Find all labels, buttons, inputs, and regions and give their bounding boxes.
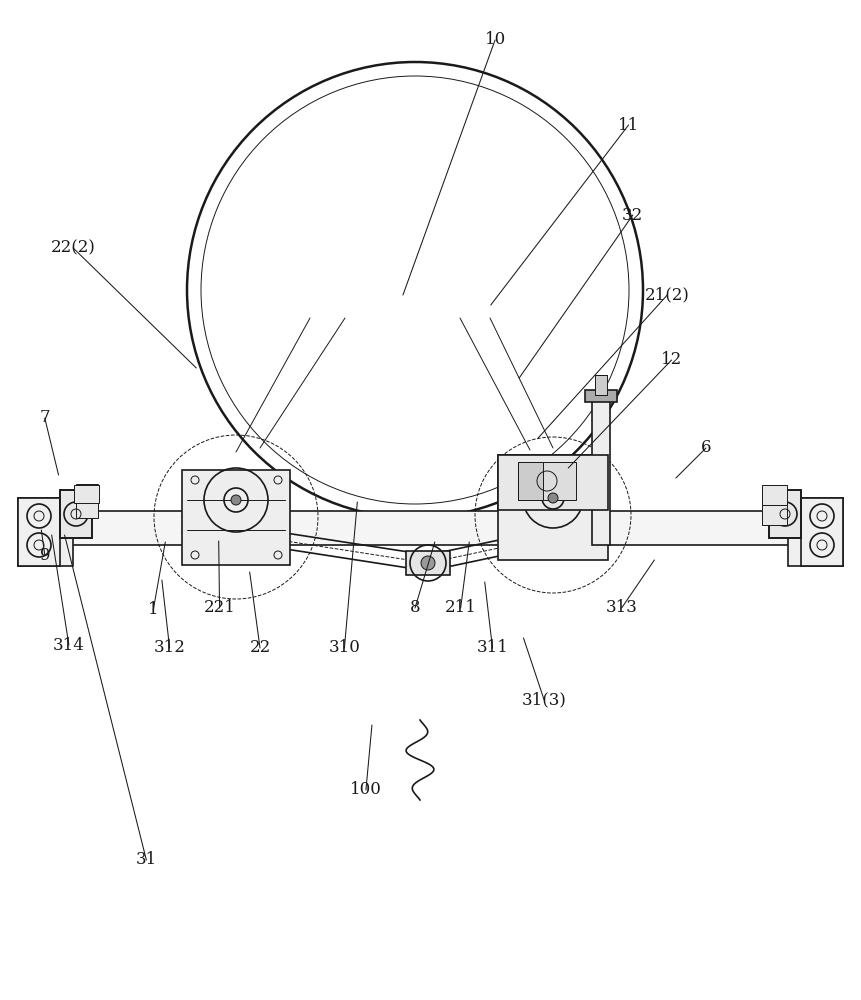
Bar bbox=[801, 498, 843, 566]
Bar bbox=[769, 490, 801, 538]
Text: 8: 8 bbox=[410, 599, 420, 616]
Bar bbox=[769, 490, 801, 538]
Text: 31(3): 31(3) bbox=[522, 692, 567, 708]
Text: 7: 7 bbox=[40, 410, 50, 426]
Text: 312: 312 bbox=[153, 640, 186, 656]
Text: 6: 6 bbox=[701, 440, 711, 456]
Text: 211: 211 bbox=[444, 599, 477, 616]
Bar bbox=[788, 498, 843, 566]
Text: 31: 31 bbox=[136, 852, 157, 868]
Bar bbox=[18, 498, 60, 566]
Bar bbox=[595, 375, 607, 395]
Text: 1: 1 bbox=[148, 601, 158, 618]
Bar bbox=[518, 462, 543, 500]
Bar bbox=[585, 390, 617, 402]
Bar bbox=[406, 551, 450, 575]
Bar bbox=[60, 490, 92, 538]
Circle shape bbox=[231, 495, 241, 505]
Text: 310: 310 bbox=[328, 640, 361, 656]
Text: 22: 22 bbox=[250, 640, 270, 656]
Text: 21(2): 21(2) bbox=[645, 286, 690, 304]
Bar bbox=[518, 462, 576, 500]
Bar bbox=[76, 484, 98, 502]
Text: 32: 32 bbox=[623, 207, 643, 224]
Text: 22(2): 22(2) bbox=[51, 239, 96, 256]
Text: 314: 314 bbox=[53, 637, 85, 654]
Circle shape bbox=[421, 556, 435, 570]
Bar bbox=[76, 502, 98, 518]
Bar bbox=[60, 490, 92, 538]
Text: 311: 311 bbox=[476, 640, 509, 656]
Text: 9: 9 bbox=[40, 546, 50, 564]
Bar bbox=[74, 485, 99, 503]
Bar bbox=[592, 395, 610, 545]
Bar bbox=[182, 470, 290, 565]
Bar bbox=[18, 498, 73, 566]
Bar bbox=[762, 505, 787, 525]
Text: 12: 12 bbox=[661, 352, 682, 368]
Text: 313: 313 bbox=[605, 599, 638, 616]
Bar bbox=[42, 511, 819, 545]
Text: 10: 10 bbox=[485, 31, 505, 48]
Bar bbox=[762, 485, 787, 505]
Bar bbox=[498, 455, 608, 510]
Text: 11: 11 bbox=[618, 116, 639, 133]
Text: 100: 100 bbox=[350, 782, 382, 798]
Text: 221: 221 bbox=[203, 599, 236, 616]
Circle shape bbox=[548, 493, 558, 503]
Bar bbox=[498, 455, 608, 560]
